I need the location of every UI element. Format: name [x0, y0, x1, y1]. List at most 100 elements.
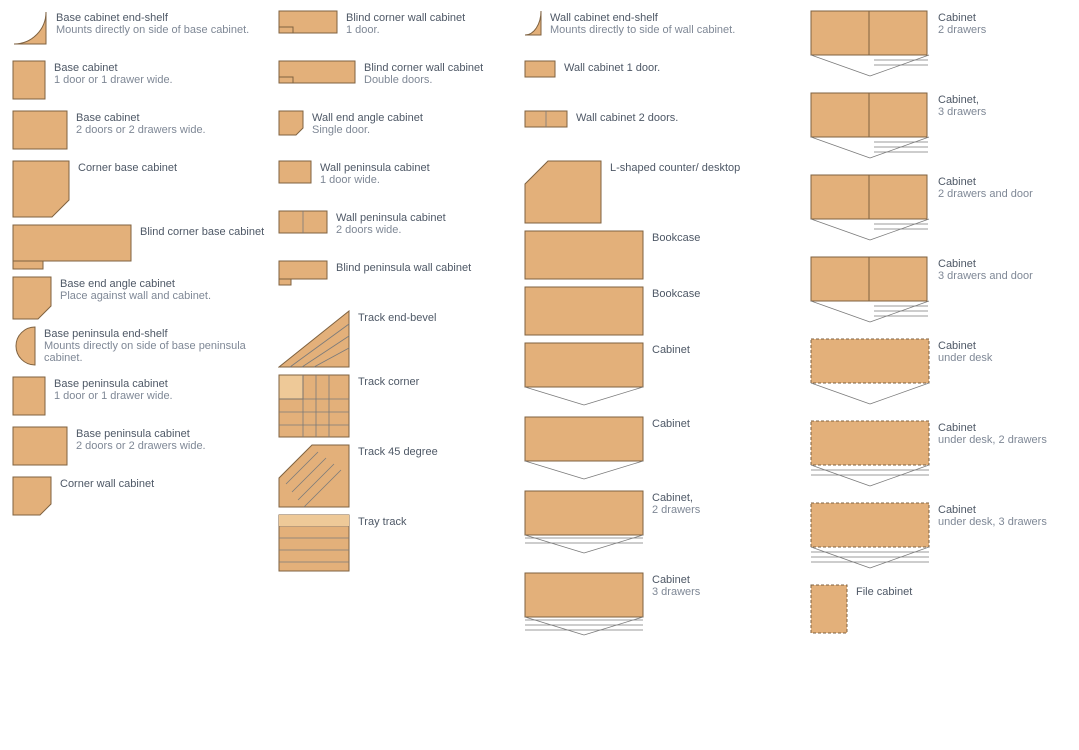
- column-1: Base cabinet end-shelfMounts directly on…: [12, 10, 272, 648]
- label-base-pen-2: Base peninsula cabinet2 doors or 2 drawe…: [76, 426, 272, 452]
- item-cud3: Cabinetunder desk, 3 drawers: [810, 502, 1079, 578]
- title: File cabinet: [856, 586, 1079, 598]
- subtitle: Mounts directly on side of base cabinet.: [56, 24, 272, 36]
- title: Cabinet: [938, 504, 1079, 516]
- subtitle: Mounts directly on side of base peninsul…: [44, 340, 272, 364]
- title: Cabinet: [938, 340, 1079, 352]
- label-base-pen-1: Base peninsula cabinet1 door or 1 drawer…: [54, 376, 272, 402]
- symbol-track-45: [278, 444, 350, 508]
- title: Base end angle cabinet: [60, 278, 272, 290]
- title: Base peninsula end-shelf: [44, 328, 272, 340]
- item-base-cab-1: Base cabinet1 door or 1 drawer wide.: [12, 60, 272, 104]
- subtitle: 1 door wide.: [320, 174, 518, 186]
- title: Cabinet: [652, 418, 804, 430]
- subtitle: under desk: [938, 352, 1079, 364]
- item-wall-end-angle: Wall end angle cabinetSingle door.: [278, 110, 518, 154]
- label-blind-wall-2: Blind corner wall cabinetDouble doors.: [364, 60, 518, 86]
- column-2: Blind corner wall cabinet1 door. Blind co…: [278, 10, 518, 648]
- symbol-wall-pen-1: [278, 160, 312, 184]
- symbol-base-end-angle: [12, 276, 52, 320]
- subtitle: 2 doors or 2 drawers wide.: [76, 124, 272, 136]
- item-track-end-bevel: Track end-bevel: [278, 310, 518, 368]
- item-base-end-angle: Base end angle cabinetPlace against wall…: [12, 276, 272, 320]
- title: Bookcase: [652, 232, 804, 244]
- subtitle: 3 drawers: [938, 106, 1079, 118]
- subtitle: 2 doors or 2 drawers wide.: [76, 440, 272, 452]
- symbol-wall-1door: [524, 60, 556, 78]
- item-wall-pen-2: Wall peninsula cabinet2 doors wide.: [278, 210, 518, 254]
- label-c2: Cabinet2 drawers: [938, 10, 1079, 36]
- symbol-base-cab-2: [12, 110, 68, 150]
- title: Cabinet: [938, 12, 1079, 24]
- label-track-corner: Track corner: [358, 374, 518, 388]
- symbol-blind-pen-wall: [278, 260, 328, 286]
- item-c2: Cabinet2 drawers: [810, 10, 1079, 86]
- cabinet-symbol-legend: Base cabinet end-shelfMounts directly on…: [0, 0, 1079, 750]
- title: Wall cabinet end-shelf: [550, 12, 804, 24]
- item-base-pen-1: Base peninsula cabinet1 door or 1 drawer…: [12, 376, 272, 420]
- symbol-wall-pen-2: [278, 210, 328, 234]
- subtitle: Mounts directly to side of wall cabinet.: [550, 24, 804, 36]
- symbol-cab-2dr: [524, 490, 644, 566]
- label-c3: Cabinet,3 drawers: [938, 92, 1079, 118]
- label-base-pen-end-shelf: Base peninsula end-shelfMounts directly …: [44, 326, 272, 364]
- symbol-c2: [810, 10, 930, 86]
- symbol-c3d: [810, 256, 930, 332]
- title: Cabinet: [652, 574, 804, 586]
- label-corner-base: Corner base cabinet: [78, 160, 272, 174]
- symbol-base-pen-2: [12, 426, 68, 466]
- title: Cabinet: [652, 344, 804, 356]
- label-bookcase-2: Bookcase: [652, 286, 804, 300]
- item-track-corner: Track corner: [278, 374, 518, 438]
- item-blind-wall-1: Blind corner wall cabinet1 door.: [278, 10, 518, 54]
- label-wall-end-shelf: Wall cabinet end-shelfMounts directly to…: [550, 10, 804, 36]
- title: Wall cabinet 2 doors.: [576, 112, 804, 124]
- symbol-cab-open-2: [524, 416, 644, 484]
- symbol-tray-track: [278, 514, 350, 572]
- title: Wall peninsula cabinet: [336, 212, 518, 224]
- symbol-blind-wall-2: [278, 60, 356, 84]
- item-cab-3dr: Cabinet3 drawers: [524, 572, 804, 648]
- item-file: File cabinet: [810, 584, 1079, 634]
- label-wall-pen-2: Wall peninsula cabinet2 doors wide.: [336, 210, 518, 236]
- symbol-wall-end-angle: [278, 110, 304, 136]
- item-corner-wall: Corner wall cabinet: [12, 476, 272, 520]
- item-c3d: Cabinet3 drawers and door: [810, 256, 1079, 332]
- item-c3: Cabinet,3 drawers: [810, 92, 1079, 168]
- item-corner-base: Corner base cabinet: [12, 160, 272, 218]
- title: Track corner: [358, 376, 518, 388]
- item-base-pen-2: Base peninsula cabinet2 doors or 2 drawe…: [12, 426, 272, 470]
- symbol-wall-end-shelf: [524, 10, 542, 36]
- item-cab-open-1: Cabinet: [524, 342, 804, 410]
- symbol-track-corner: [278, 374, 350, 438]
- symbol-bookcase-2: [524, 286, 644, 336]
- subtitle: 2 drawers and door: [938, 188, 1079, 200]
- label-bookcase-1: Bookcase: [652, 230, 804, 244]
- subtitle: Double doors.: [364, 74, 518, 86]
- label-base-end-shelf: Base cabinet end-shelfMounts directly on…: [56, 10, 272, 36]
- subtitle: 3 drawers: [652, 586, 804, 598]
- label-base-cab-1: Base cabinet1 door or 1 drawer wide.: [54, 60, 272, 86]
- item-wall-2door: Wall cabinet 2 doors.: [524, 110, 804, 154]
- title: Base peninsula cabinet: [54, 378, 272, 390]
- label-track-end-bevel: Track end-bevel: [358, 310, 518, 324]
- title: Base cabinet end-shelf: [56, 12, 272, 24]
- label-l-counter: L-shaped counter/ desktop: [610, 160, 804, 174]
- symbol-base-pen-end-shelf: [12, 326, 36, 366]
- label-blind-corner-base: Blind corner base cabinet: [140, 224, 272, 238]
- title: Tray track: [358, 516, 518, 528]
- label-wall-end-angle: Wall end angle cabinetSingle door.: [312, 110, 518, 136]
- label-track-45: Track 45 degree: [358, 444, 518, 458]
- label-cab-2dr: Cabinet,2 drawers: [652, 490, 804, 516]
- subtitle: under desk, 3 drawers: [938, 516, 1079, 528]
- subtitle: 1 door or 1 drawer wide.: [54, 390, 272, 402]
- label-cab-open-2: Cabinet: [652, 416, 804, 430]
- label-cud: Cabinetunder desk: [938, 338, 1079, 364]
- label-c2d: Cabinet2 drawers and door: [938, 174, 1079, 200]
- item-bookcase-1: Bookcase: [524, 230, 804, 280]
- item-c2d: Cabinet2 drawers and door: [810, 174, 1079, 250]
- title: Cabinet: [938, 422, 1079, 434]
- item-blind-pen-wall: Blind peninsula wall cabinet: [278, 260, 518, 304]
- symbol-cab-3dr: [524, 572, 644, 648]
- item-blind-corner-base: Blind corner base cabinet: [12, 224, 272, 270]
